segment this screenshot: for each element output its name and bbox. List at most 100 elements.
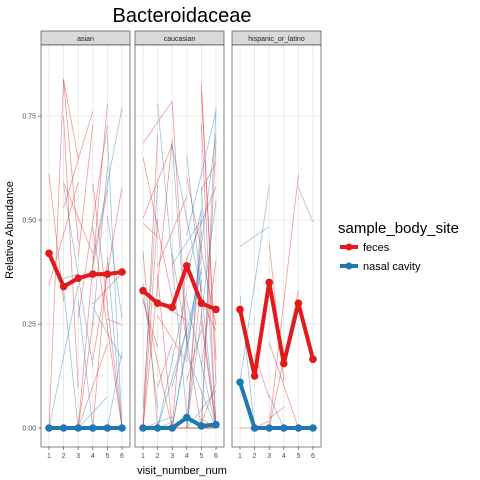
individual-trace xyxy=(268,174,299,429)
legend: sample_body_site feces nasal cavity xyxy=(338,220,459,273)
individual-trace xyxy=(201,83,217,384)
individual-trace xyxy=(201,108,217,429)
individual-trace xyxy=(157,343,173,388)
individual-trace xyxy=(142,144,173,219)
individual-trace xyxy=(77,396,108,429)
series-point-nasal-cavity xyxy=(236,378,244,387)
individual-trace xyxy=(268,406,285,420)
individual-trace xyxy=(186,211,202,429)
x-tick-label: 2 xyxy=(62,453,66,460)
series-point-feces xyxy=(294,299,303,308)
individual-trace xyxy=(186,329,202,381)
individual-trace xyxy=(142,283,158,409)
series-point-feces xyxy=(118,268,126,276)
individual-trace xyxy=(171,146,202,293)
series-point-nasal-cavity xyxy=(250,424,259,432)
x-tick-label: 1 xyxy=(238,453,242,460)
individual-trace xyxy=(201,162,217,191)
individual-trace xyxy=(77,103,108,429)
x-tick-label: 5 xyxy=(199,453,203,460)
series-point-nasal-cavity xyxy=(168,424,176,432)
individual-trace xyxy=(186,230,202,429)
x-tick-label: 3 xyxy=(170,453,174,460)
individual-trace xyxy=(63,288,79,429)
individual-trace xyxy=(63,116,79,389)
y-tick-label: 0.00 xyxy=(22,426,36,433)
series-point-nasal-cavity xyxy=(103,424,112,432)
individual-trace xyxy=(171,253,202,429)
individual-trace xyxy=(92,190,108,268)
series-point-feces xyxy=(265,278,274,287)
x-tick-label: 6 xyxy=(311,453,315,460)
individual-trace xyxy=(186,186,217,260)
x-tick-label: 4 xyxy=(282,453,286,460)
series-point-nasal-cavity xyxy=(280,424,288,432)
series-point-feces xyxy=(103,270,112,278)
individual-trace xyxy=(186,111,217,236)
series-point-feces xyxy=(212,305,220,314)
individual-trace xyxy=(92,262,108,429)
individual-trace xyxy=(201,383,217,424)
x-tick-label: 4 xyxy=(91,453,95,460)
x-tick-label: 2 xyxy=(156,453,160,460)
series-point-feces xyxy=(236,305,244,314)
individual-trace xyxy=(77,300,94,429)
facet-strip-label: hispanic_or_latino xyxy=(248,36,305,43)
individual-trace xyxy=(107,318,123,326)
individual-trace xyxy=(171,143,188,345)
panel-background xyxy=(41,45,130,447)
x-tick-label: 4 xyxy=(185,453,189,460)
individual-trace xyxy=(142,297,173,429)
individual-trace xyxy=(142,223,158,238)
individual-trace xyxy=(92,166,108,325)
series-line-feces xyxy=(238,280,315,378)
individual-trace xyxy=(239,226,270,247)
individual-trace xyxy=(157,328,188,429)
series-point-feces xyxy=(309,355,317,364)
series-point-nasal-cavity xyxy=(183,413,191,422)
individual-trace xyxy=(171,219,202,265)
x-tick-label: 6 xyxy=(120,453,124,460)
series-point-feces xyxy=(59,282,68,291)
individual-trace xyxy=(63,111,94,209)
individual-trace xyxy=(201,322,217,429)
legend-label-nasal-cavity: nasal cavity xyxy=(363,261,421,273)
individual-trace xyxy=(268,394,285,429)
individual-trace xyxy=(157,103,188,417)
series-point-nasal-cavity xyxy=(153,424,162,432)
series-point-feces xyxy=(74,274,82,283)
panel-border xyxy=(231,44,322,448)
individual-trace xyxy=(186,155,217,429)
individual-trace xyxy=(186,354,217,429)
x-tick-label: 6 xyxy=(214,453,218,460)
x-tick-label: 3 xyxy=(76,453,80,460)
individual-trace xyxy=(157,196,188,267)
individual-trace xyxy=(107,134,123,429)
individual-trace xyxy=(63,182,94,254)
individual-trace xyxy=(107,216,123,319)
panel-background xyxy=(232,45,321,447)
series-point-nasal-cavity xyxy=(265,424,274,432)
individual-trace xyxy=(77,125,108,318)
individual-trace xyxy=(142,100,173,144)
individual-trace xyxy=(48,284,79,429)
individual-trace xyxy=(239,185,270,382)
series-point-feces xyxy=(168,303,176,312)
individual-trace xyxy=(201,140,217,429)
individual-trace xyxy=(171,102,188,337)
series-point-feces xyxy=(89,270,97,278)
series-point-feces xyxy=(197,299,206,308)
series-point-nasal-cavity xyxy=(59,424,68,432)
series-point-feces xyxy=(250,372,259,380)
individual-trace xyxy=(63,79,79,159)
individual-trace xyxy=(142,139,173,429)
series-point-feces xyxy=(139,286,147,295)
series-point-feces xyxy=(183,261,191,270)
individual-trace xyxy=(63,81,79,243)
individual-trace xyxy=(107,256,123,429)
individual-trace xyxy=(142,134,158,429)
individual-trace xyxy=(142,157,173,299)
individual-trace xyxy=(186,133,217,357)
individual-trace xyxy=(201,92,217,361)
